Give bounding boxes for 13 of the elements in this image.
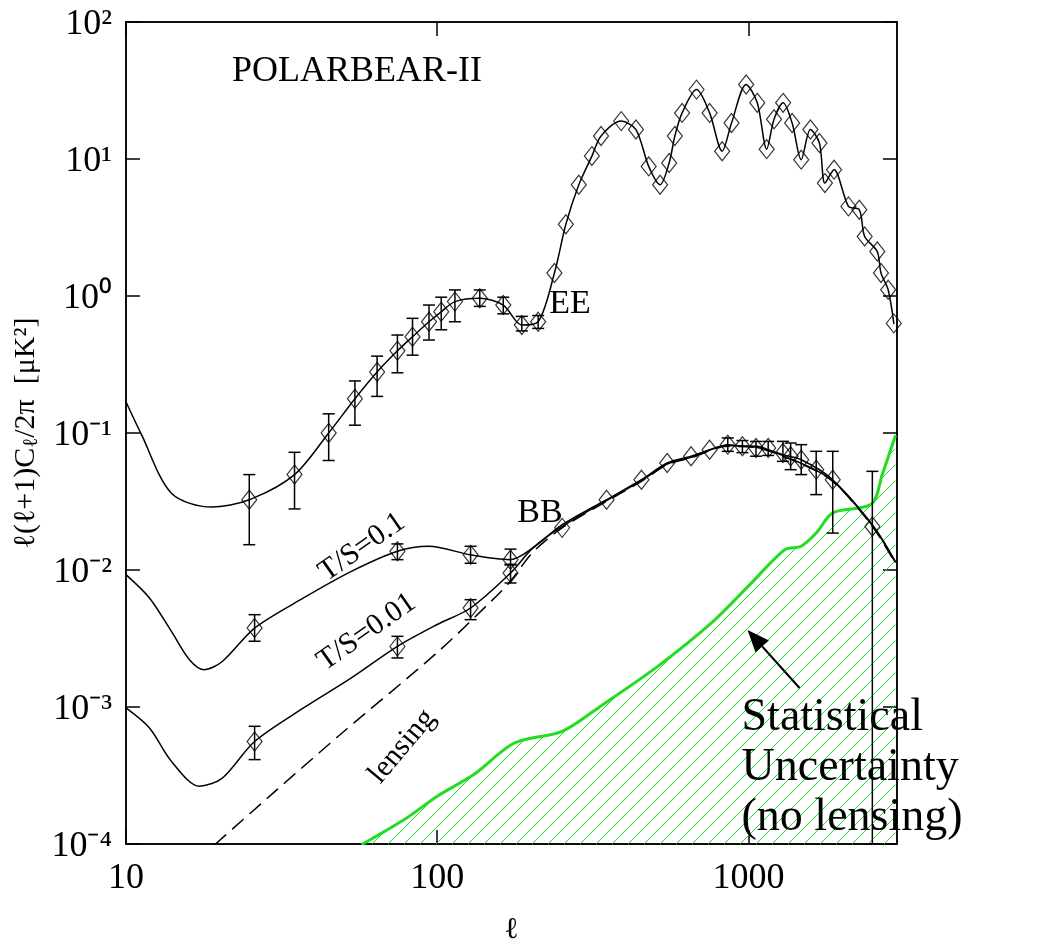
y-tick-label: 10⁻¹ — [53, 413, 112, 453]
x-tick-label: 100 — [410, 856, 465, 896]
annotation: BB — [517, 491, 563, 529]
y-tick-label: 10⁻² — [53, 550, 112, 590]
text: POLARBEAR-II — [232, 49, 482, 89]
x-tick-label: 1000 — [712, 856, 785, 896]
y-tick-label: 10⁻³ — [53, 687, 113, 727]
y-tick-label: 10¹ — [65, 139, 112, 179]
annotation: EE — [549, 283, 591, 321]
x-axis-title: ℓ — [504, 910, 519, 944]
y-tick-label: 10² — [65, 2, 112, 42]
y-tick-label: 10⁰ — [62, 276, 112, 316]
y-axis-title: ℓ(ℓ+1)Cℓ/2π [μK²] — [6, 317, 42, 549]
